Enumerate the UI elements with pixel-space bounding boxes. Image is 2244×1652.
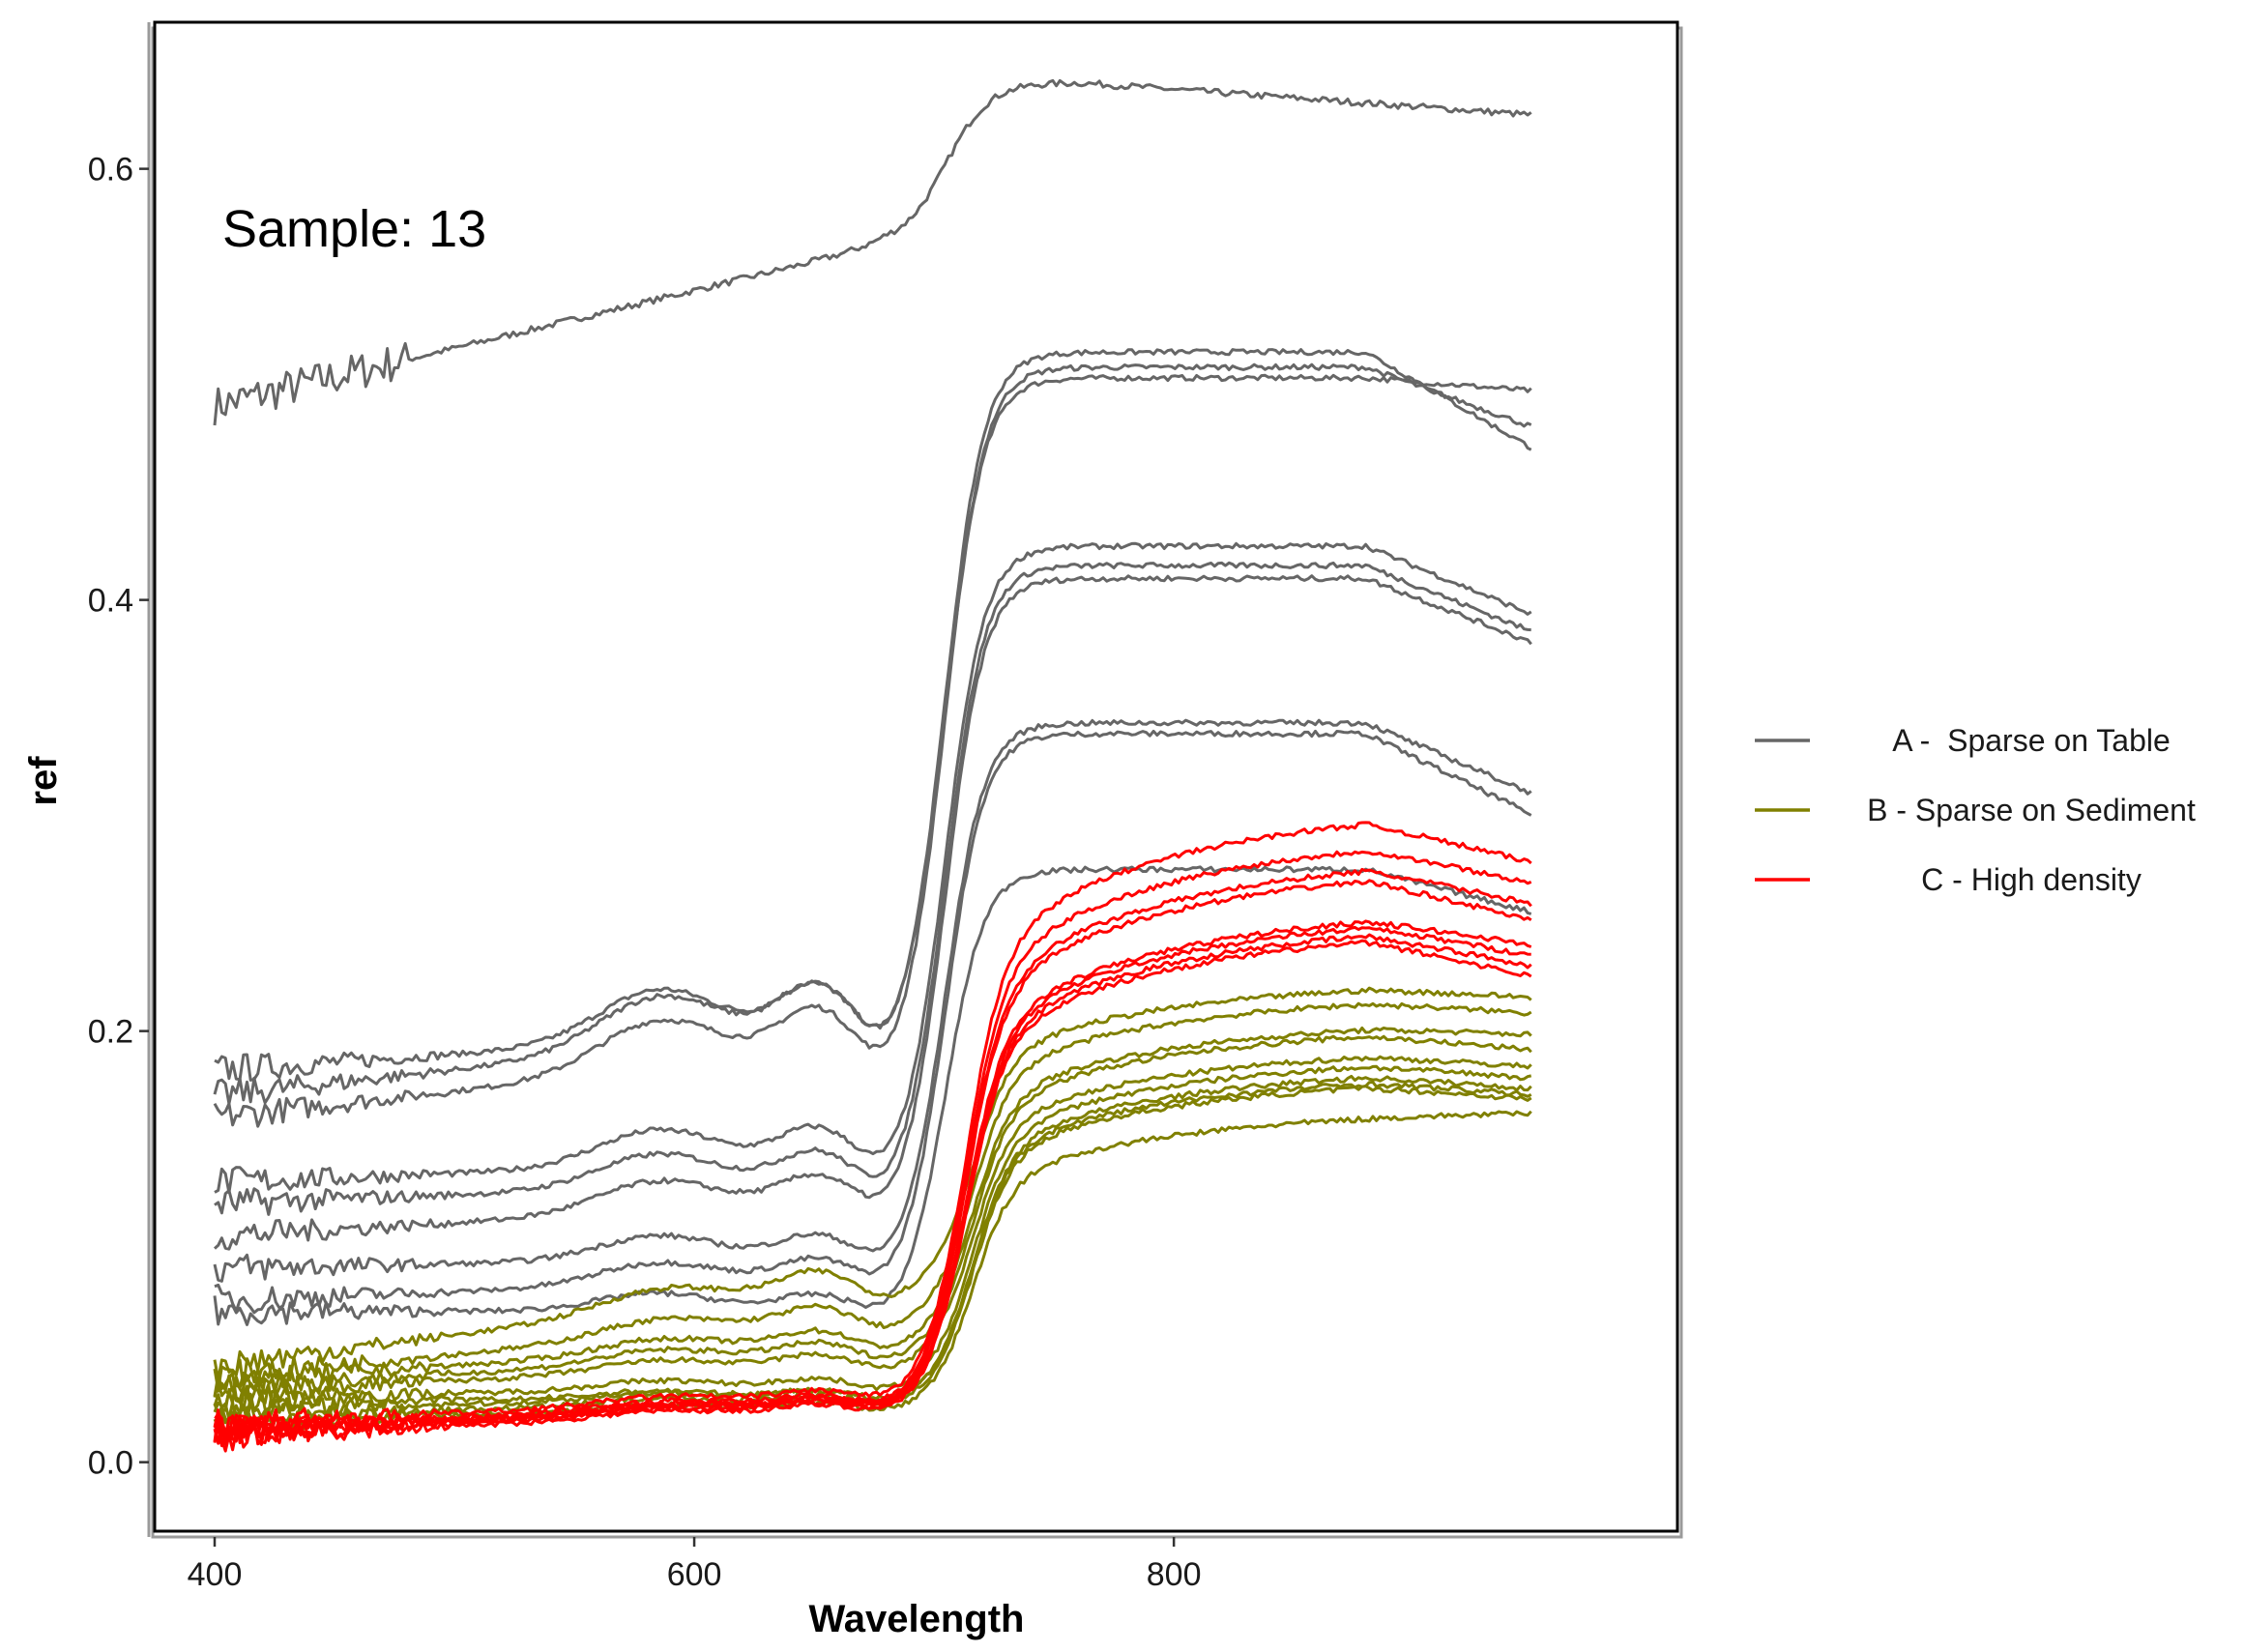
y-tick-label: 0.0 <box>88 1445 133 1482</box>
series-line-c-20 <box>213 821 1532 1439</box>
series-lines <box>213 78 1532 1453</box>
x-tick-label: 400 <box>188 1556 243 1593</box>
series-line-c-27 <box>213 939 1532 1453</box>
sample-annotation: Sample: 13 <box>222 200 486 258</box>
x-tick-label: 600 <box>667 1556 722 1593</box>
series-line-a-9 <box>213 865 1532 1326</box>
plot-panel <box>153 20 1679 1533</box>
series-line-b-12 <box>215 1026 1532 1393</box>
series-line-b-17 <box>213 1081 1532 1424</box>
x-axis-title: Wavelength <box>809 1598 1025 1640</box>
y-axis: 0.0 0.2 0.4 0.6 <box>88 22 151 1537</box>
legend-label-c: C - High density <box>1921 862 2142 897</box>
series-line-a-2 <box>213 362 1532 1128</box>
series-line-a-6 <box>214 574 1532 1251</box>
series-line-b-15 <box>213 1064 1532 1413</box>
series-line-a-3 <box>213 348 1532 1106</box>
legend: A - Sparse on Table B - Sparse on Sedimen… <box>1755 723 2196 897</box>
legend-label-b: B - Sparse on Sediment <box>1867 793 2196 827</box>
series-line-a-7 <box>213 718 1532 1283</box>
y-tick-label: 0.4 <box>88 583 133 620</box>
series-line-b-10 <box>213 986 1532 1381</box>
series-line-b-14 <box>213 1055 1532 1404</box>
series-line-a-0 <box>213 78 1532 426</box>
x-tick-label: 800 <box>1147 1556 1202 1593</box>
series-line-a-8 <box>214 729 1532 1315</box>
series-line-b-13 <box>213 1034 1532 1402</box>
series-line-a-4 <box>214 541 1532 1195</box>
y-axis-title: ref <box>22 756 65 806</box>
x-axis: 400 600 800 <box>155 1535 1677 1593</box>
y-tick-label: 0.6 <box>88 152 133 188</box>
series-line-c-22 <box>213 867 1532 1446</box>
series-line-a-5 <box>214 561 1531 1216</box>
legend-label-a: A - Sparse on Table <box>1892 723 2171 758</box>
y-tick-label: 0.2 <box>88 1014 133 1051</box>
series-line-b-11 <box>213 1001 1532 1392</box>
